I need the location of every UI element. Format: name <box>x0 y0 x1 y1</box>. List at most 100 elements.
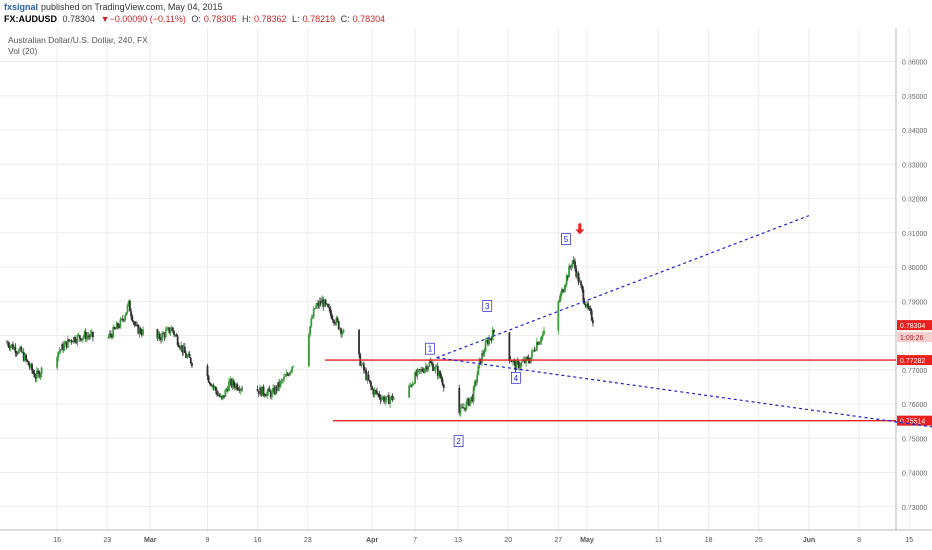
wave-label: 5 <box>564 235 569 244</box>
wave-label-box[interactable] <box>561 233 571 245</box>
candle-body <box>228 381 230 391</box>
candle-body <box>520 362 523 367</box>
candle-body <box>142 329 144 335</box>
wave-label-box[interactable] <box>453 435 464 448</box>
trendline-dashed[interactable] <box>436 215 810 359</box>
trendline-dashed[interactable] <box>436 357 932 430</box>
candle-body <box>138 328 141 334</box>
candle-body <box>576 273 579 277</box>
candle-body <box>263 394 266 396</box>
candle-body <box>508 332 511 361</box>
candle-body <box>492 329 495 333</box>
candle-body <box>463 407 465 409</box>
wave-label-box[interactable] <box>511 371 521 384</box>
candle-body <box>481 353 483 364</box>
candle-body <box>88 336 91 338</box>
candle-body <box>512 360 514 363</box>
candle-body <box>207 376 210 383</box>
candle-body <box>421 369 424 372</box>
candle-body <box>231 380 234 387</box>
candle-body <box>18 349 20 354</box>
bar-countdown-label: 1:09:26 <box>900 335 923 342</box>
x-tick-label: 11 <box>655 537 662 544</box>
candle-body <box>120 318 123 320</box>
open-label: O: <box>191 14 201 24</box>
x-tick-label: 16 <box>53 537 61 544</box>
x-tick-label: 13 <box>454 537 462 544</box>
candle-body <box>115 323 118 329</box>
candle-body <box>482 353 485 355</box>
publisher-username[interactable]: fxsignal <box>4 2 39 12</box>
candle-body <box>561 289 563 294</box>
candle-body <box>38 371 41 378</box>
candle-body <box>337 321 340 330</box>
candle-body <box>570 266 573 268</box>
candle-body <box>56 357 59 368</box>
candle-body <box>131 316 134 322</box>
x-tick-label: 16 <box>254 537 262 544</box>
candle-body <box>417 369 420 370</box>
candle-body <box>158 333 161 339</box>
candle-body <box>123 319 125 321</box>
candle-body <box>569 266 572 268</box>
candle-body <box>441 379 444 385</box>
candle-body <box>92 331 94 338</box>
candle-body <box>413 383 415 385</box>
candle-body <box>21 352 24 353</box>
candle-body <box>389 399 391 405</box>
candle-body <box>516 361 519 362</box>
candle-body <box>543 330 545 335</box>
candle-body <box>179 347 181 349</box>
candle-body <box>10 344 13 346</box>
candle-body <box>285 373 288 377</box>
candle-body <box>130 311 133 317</box>
candle-body <box>479 358 482 364</box>
wave-label-box[interactable] <box>482 300 493 312</box>
candle-body <box>568 266 570 278</box>
candle-body <box>310 318 313 327</box>
candle-body <box>476 375 479 383</box>
y-tick-label: 0.82000 <box>902 197 927 204</box>
candle-body <box>589 308 592 311</box>
candle-body <box>278 382 280 387</box>
candle-body <box>391 395 394 400</box>
candle-body <box>157 333 160 339</box>
candle-body <box>175 334 178 337</box>
candle-body <box>371 386 374 390</box>
candle-body <box>575 268 578 277</box>
y-tick-label: 0.84000 <box>902 128 927 135</box>
candle-body <box>86 335 88 340</box>
candle-body <box>340 328 343 335</box>
y-tick-label: 0.76000 <box>902 402 927 409</box>
plot-background <box>0 28 896 530</box>
candle-body <box>472 386 475 402</box>
candle-body <box>461 407 464 409</box>
x-tick-label: 23 <box>103 537 111 544</box>
candle-body <box>212 385 215 387</box>
candle-body <box>438 371 440 376</box>
candle-body <box>275 386 278 391</box>
candle-body <box>430 362 433 364</box>
candle-body <box>76 335 79 343</box>
legend-title: Australian Dollar/U.S. Dollar, 240, FX <box>8 35 148 45</box>
wave-label-box[interactable] <box>425 342 435 355</box>
symbol-name[interactable]: FX:AUDUSD <box>4 14 57 24</box>
candle-body <box>537 342 539 345</box>
candle-body <box>318 301 321 307</box>
candle-body <box>460 407 463 408</box>
candle-body <box>229 379 232 382</box>
candle-body <box>280 380 283 382</box>
candle-body <box>13 346 16 350</box>
candle-body <box>66 339 69 348</box>
sell-arrow-icon[interactable] <box>575 223 585 235</box>
candle-body <box>32 370 35 374</box>
candle-body <box>330 313 333 319</box>
candle-body <box>586 303 588 307</box>
candle-body <box>373 390 376 395</box>
candle-body <box>177 344 180 348</box>
candle-body <box>470 396 473 400</box>
candle-body <box>429 361 432 363</box>
candle-body <box>22 352 25 361</box>
close-label: C: <box>340 14 350 24</box>
